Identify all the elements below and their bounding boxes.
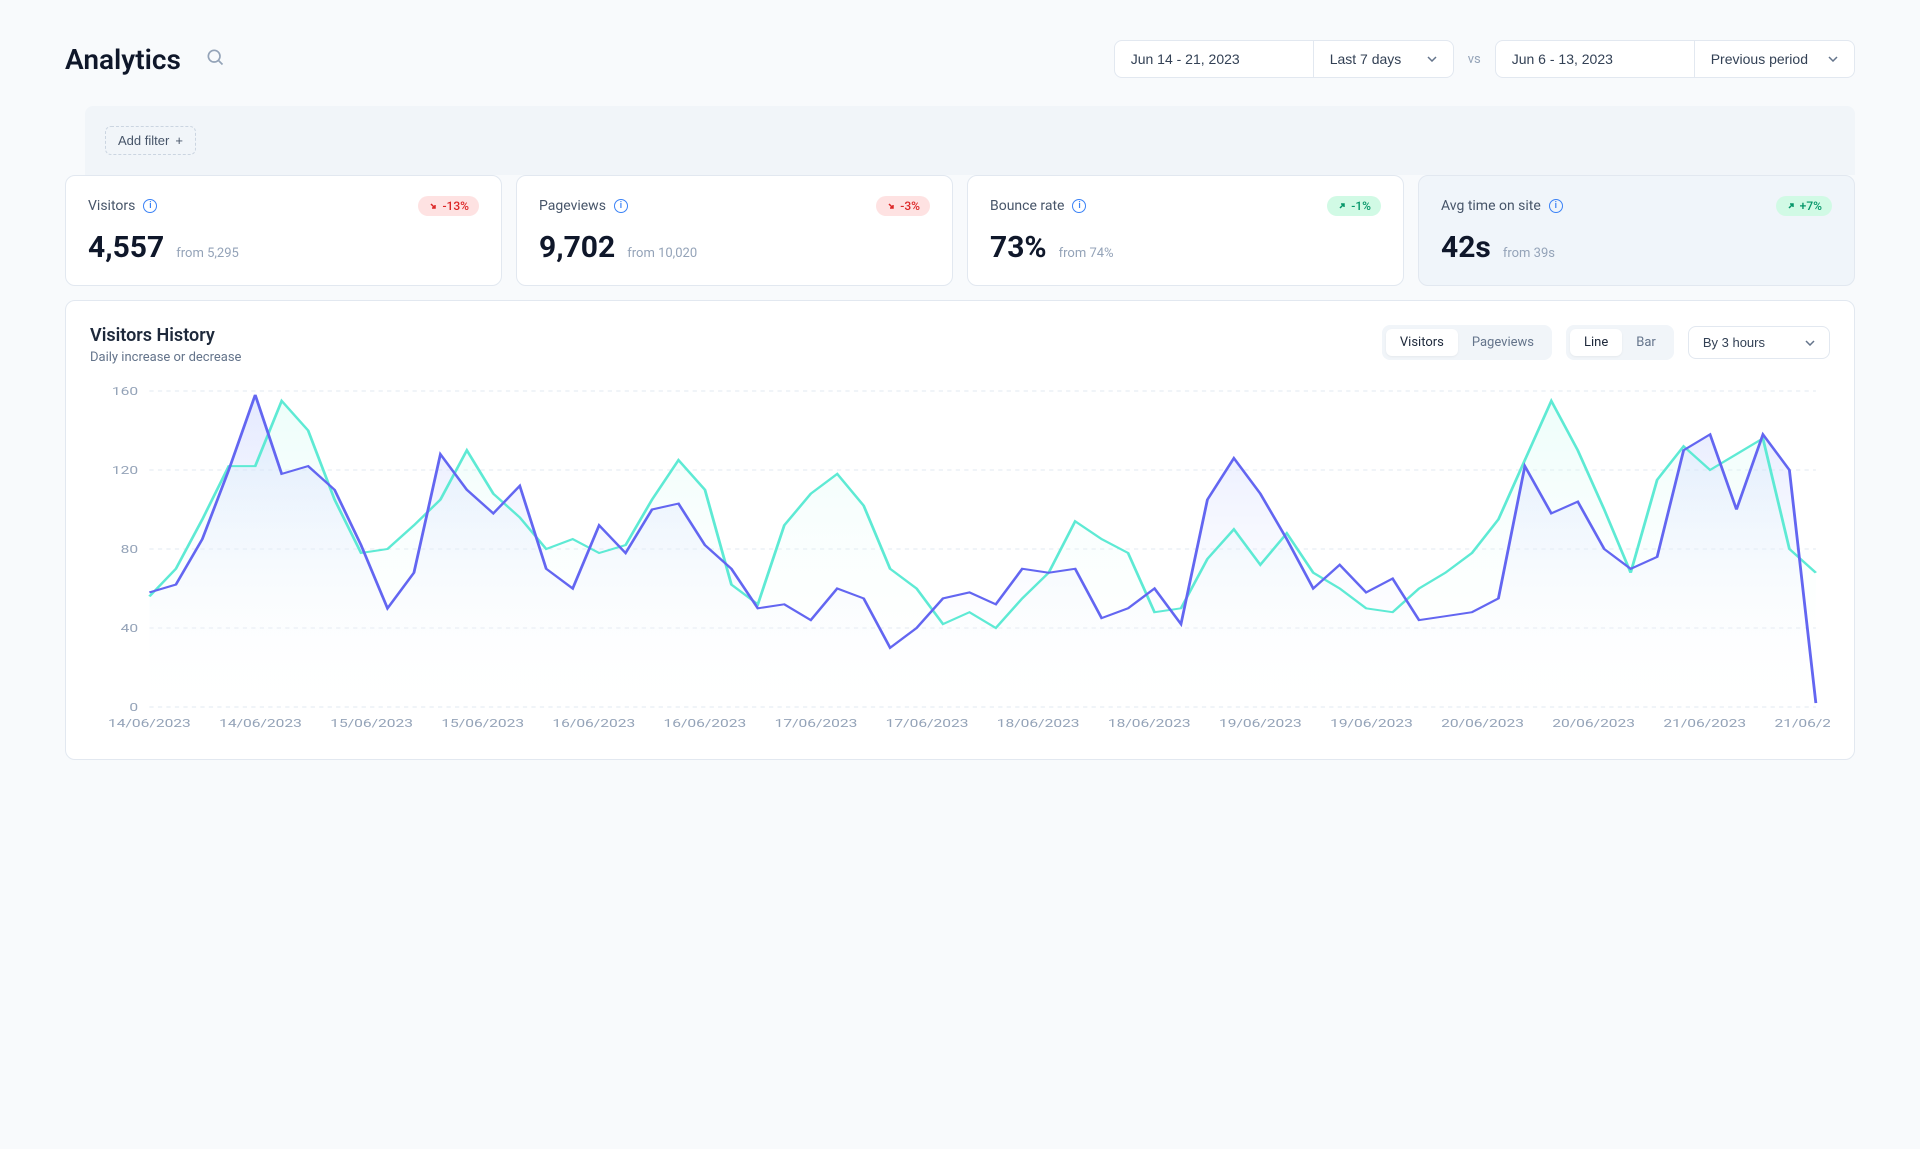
primary-date-group: Jun 14 - 21, 2023 Last 7 days: [1114, 40, 1454, 78]
svg-text:40: 40: [121, 623, 138, 635]
info-icon[interactable]: i: [614, 199, 628, 213]
page-header: Analytics Jun 14 - 21, 2023 Last 7 days …: [65, 40, 1855, 78]
segment-option[interactable]: Bar: [1622, 329, 1670, 356]
info-icon[interactable]: i: [143, 199, 157, 213]
metric-from: from 74%: [1059, 246, 1114, 261]
metric-card[interactable]: Pageviews i -3% 9,702 from 10,020: [516, 175, 953, 286]
chevron-down-icon: [1828, 56, 1838, 62]
segment-option[interactable]: Pageviews: [1458, 329, 1548, 356]
chevron-down-icon: [1427, 56, 1437, 62]
metric-card[interactable]: Avg time on site i +7% 42s from 39s: [1418, 175, 1855, 286]
chart-subtitle: Daily increase or decrease: [90, 350, 241, 365]
metric-value: 9,702: [539, 230, 615, 265]
visitors-line-chart: 0 40 80 120 160 14/06/2023 14/06/2023 15/06/202…: [90, 385, 1830, 735]
metric-title: Bounce rate: [990, 198, 1064, 214]
svg-text:21/06/2023: 21/06/2023: [1663, 718, 1746, 730]
svg-text:18/06/2023: 18/06/2023: [1108, 718, 1191, 730]
metric-title: Avg time on site: [1441, 198, 1541, 214]
info-icon[interactable]: i: [1549, 199, 1563, 213]
metric-value: 4,557: [88, 230, 164, 265]
svg-text:14/06/2023: 14/06/2023: [219, 718, 302, 730]
vs-label: vs: [1468, 52, 1481, 67]
svg-text:0: 0: [129, 702, 138, 714]
segment-option[interactable]: Visitors: [1386, 329, 1458, 356]
svg-text:80: 80: [121, 544, 138, 556]
metric-title: Visitors: [88, 198, 135, 214]
svg-text:15/06/2023: 15/06/2023: [330, 718, 413, 730]
search-icon[interactable]: [205, 47, 225, 71]
delta-badge: -13%: [418, 196, 479, 216]
metrics-row: Visitors i -13% 4,557 from 5,295 Pageviews i -3…: [65, 175, 1855, 286]
svg-text:17/06/2023: 17/06/2023: [886, 718, 969, 730]
svg-text:20/06/2023: 20/06/2023: [1441, 718, 1524, 730]
svg-text:16/06/2023: 16/06/2023: [552, 718, 635, 730]
svg-text:20/06/2023: 20/06/2023: [1552, 718, 1635, 730]
metric-value: 73%: [990, 230, 1047, 265]
metric-segmented-control: VisitorsPageviews: [1382, 325, 1552, 360]
chart-card: Visitors History Daily increase or decre…: [65, 300, 1855, 760]
metric-card[interactable]: Bounce rate i -1% 73% from 74%: [967, 175, 1404, 286]
svg-text:19/06/2023: 19/06/2023: [1219, 718, 1302, 730]
info-icon[interactable]: i: [1072, 199, 1086, 213]
compare-range-button[interactable]: Jun 6 - 13, 2023: [1495, 40, 1695, 78]
compare-preset-select[interactable]: Previous period: [1695, 40, 1855, 78]
delta-badge: +7%: [1776, 196, 1832, 216]
metric-value: 42s: [1441, 230, 1491, 265]
metric-from: from 10,020: [627, 246, 697, 261]
svg-text:18/06/2023: 18/06/2023: [997, 718, 1080, 730]
page-title: Analytics: [65, 43, 181, 76]
charttype-segmented-control: LineBar: [1566, 325, 1674, 360]
segment-option[interactable]: Line: [1570, 329, 1622, 356]
svg-text:16/06/2023: 16/06/2023: [664, 718, 747, 730]
svg-text:160: 160: [112, 386, 138, 398]
metric-from: from 39s: [1503, 246, 1555, 261]
svg-text:15/06/2023: 15/06/2023: [441, 718, 524, 730]
metric-title: Pageviews: [539, 198, 606, 214]
svg-text:14/06/2023: 14/06/2023: [108, 718, 191, 730]
chart-area: 0 40 80 120 160 14/06/2023 14/06/2023 15/06/202…: [90, 385, 1830, 735]
svg-text:19/06/2023: 19/06/2023: [1330, 718, 1413, 730]
interval-select[interactable]: By 3 hours: [1688, 326, 1830, 359]
svg-text:21/06/2023: 21/06/2023: [1774, 718, 1830, 730]
svg-text:17/06/2023: 17/06/2023: [775, 718, 858, 730]
delta-badge: -3%: [876, 196, 930, 216]
plus-icon: +: [175, 133, 183, 148]
filter-bar: Add filter +: [85, 106, 1855, 175]
compare-date-group: Jun 6 - 13, 2023 Previous period: [1495, 40, 1855, 78]
delta-badge: -1%: [1327, 196, 1381, 216]
primary-range-button[interactable]: Jun 14 - 21, 2023: [1114, 40, 1314, 78]
primary-preset-select[interactable]: Last 7 days: [1314, 40, 1454, 78]
add-filter-button[interactable]: Add filter +: [105, 126, 196, 155]
chevron-down-icon: [1805, 340, 1815, 346]
metric-card[interactable]: Visitors i -13% 4,557 from 5,295: [65, 175, 502, 286]
chart-title: Visitors History: [90, 325, 241, 346]
metric-from: from 5,295: [176, 246, 239, 261]
svg-text:120: 120: [112, 465, 138, 477]
